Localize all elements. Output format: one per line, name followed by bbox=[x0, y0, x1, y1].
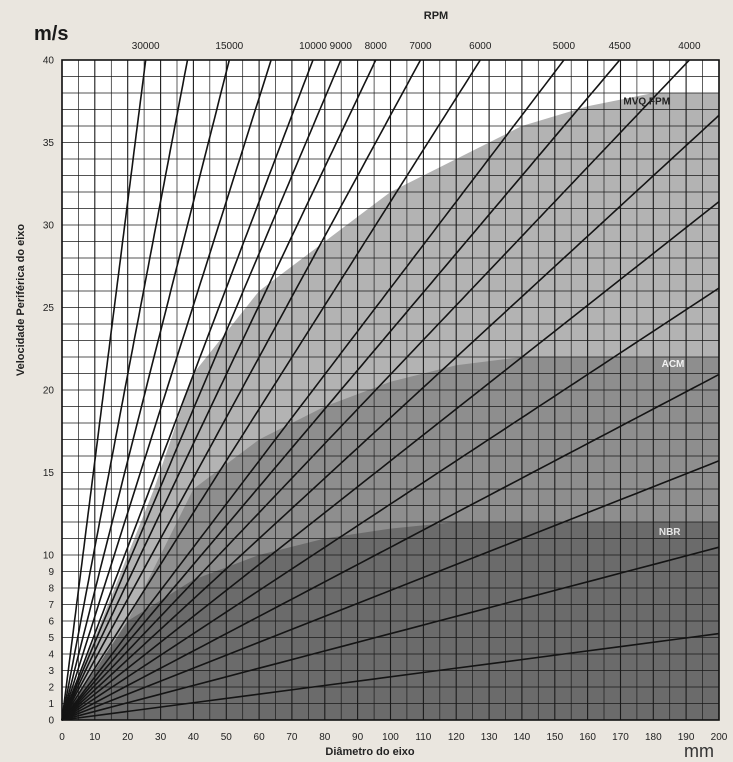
x-tick-label: 200 bbox=[711, 732, 728, 743]
x-tick-label: 60 bbox=[254, 732, 266, 743]
rpm-line-8 bbox=[61, 59, 481, 721]
rpm-label: 9000 bbox=[330, 41, 353, 52]
rpm-line-13 bbox=[61, 200, 720, 721]
y-unit-label: m/s bbox=[34, 23, 68, 45]
y-tick-label: 9 bbox=[48, 567, 54, 578]
x-tick-label: 110 bbox=[415, 732, 431, 743]
rpm-label: 10000 bbox=[299, 41, 327, 52]
x-tick-label: 130 bbox=[481, 732, 498, 743]
y-tick-label: 40 bbox=[43, 56, 55, 67]
rpm-label: 4000 bbox=[678, 41, 701, 52]
y-tick-label: 15 bbox=[43, 468, 55, 479]
y-tick-label: 3 bbox=[48, 666, 54, 677]
x-tick-label: 190 bbox=[678, 732, 695, 743]
rpm-lines-layer bbox=[61, 59, 720, 721]
rpm-line-5 bbox=[61, 59, 342, 721]
y-tick-label: 10 bbox=[43, 551, 55, 562]
rpm-line-9 bbox=[61, 59, 565, 721]
x-tick-label: 80 bbox=[319, 732, 331, 743]
y-tick-label: 20 bbox=[43, 386, 55, 397]
rpm-line-4 bbox=[61, 59, 314, 721]
rpm-line-0 bbox=[61, 59, 147, 721]
y-tick-label: 2 bbox=[48, 683, 54, 694]
rpm-label: 4500 bbox=[609, 41, 632, 52]
rpm-line-2 bbox=[61, 59, 231, 721]
rpm-line-17 bbox=[61, 546, 720, 721]
rpm-line-12 bbox=[61, 114, 720, 721]
rpm-label: 7000 bbox=[409, 41, 432, 52]
x-axis-title: Diâmetro do eixo bbox=[325, 746, 415, 758]
region-labels-layer: MVQ FPM ACM NBR bbox=[623, 97, 684, 539]
rpm-axis-title: RPM bbox=[424, 10, 448, 22]
x-tick-label: 120 bbox=[448, 732, 465, 743]
rpm-line-11 bbox=[61, 59, 690, 721]
x-tick-label: 10 bbox=[89, 732, 101, 743]
y-axis-title: Velocidade Periférica do eixo bbox=[15, 224, 27, 377]
rpm-label: 6000 bbox=[469, 41, 492, 52]
x-tick-label: 160 bbox=[579, 732, 596, 743]
ticks-layer: 0 10 20 30 40 50 60 70 80 90 100 110 120 130 140 150 160… bbox=[43, 56, 728, 744]
rpm-labels-layer: 30000 15000 10000 9000 8000 7000 6000 5000 4500 4… bbox=[132, 41, 701, 52]
grid-layer bbox=[61, 59, 720, 721]
rpm-line-7 bbox=[61, 59, 422, 721]
x-tick-label: 180 bbox=[645, 732, 662, 743]
y-tick-label: 35 bbox=[43, 138, 55, 149]
x-tick-label: 170 bbox=[612, 732, 629, 743]
rpm-line-1 bbox=[61, 59, 189, 721]
rpm-line-15 bbox=[61, 373, 720, 721]
rpm-line-14 bbox=[61, 287, 720, 721]
rpm-label: 5000 bbox=[553, 41, 576, 52]
rpm-label: 30000 bbox=[132, 41, 160, 52]
y-tick-label: 0 bbox=[48, 716, 54, 727]
y-tick-label: 30 bbox=[43, 221, 55, 232]
x-tick-label: 140 bbox=[514, 732, 531, 743]
rpm-label: 8000 bbox=[365, 41, 388, 52]
region-label-0: MVQ FPM bbox=[623, 97, 670, 108]
y-tick-label: 8 bbox=[48, 584, 54, 595]
rpm-line-18 bbox=[61, 632, 720, 721]
x-tick-label: 30 bbox=[155, 732, 167, 743]
x-tick-label: 150 bbox=[546, 732, 563, 743]
rpm-line-3 bbox=[61, 59, 272, 721]
x-tick-label: 20 bbox=[122, 732, 134, 743]
y-tick-label: 4 bbox=[48, 650, 54, 661]
x-tick-label: 70 bbox=[286, 732, 298, 743]
y-tick-label: 7 bbox=[48, 600, 54, 611]
x-tick-label: 100 bbox=[382, 732, 399, 743]
x-tick-label: 90 bbox=[352, 732, 364, 743]
x-tick-label: 50 bbox=[221, 732, 233, 743]
region-label-2: NBR bbox=[659, 527, 681, 538]
rpm-line-6 bbox=[61, 59, 377, 721]
rpm-label: 15000 bbox=[215, 41, 243, 52]
rpm-line-16 bbox=[61, 460, 720, 721]
y-tick-label: 6 bbox=[48, 617, 54, 628]
region-label-1: ACM bbox=[662, 359, 685, 370]
x-unit-label: mm bbox=[684, 741, 714, 761]
rpm-line-10 bbox=[61, 59, 621, 721]
plot-border bbox=[61, 59, 720, 721]
y-tick-label: 25 bbox=[43, 303, 55, 314]
x-tick-label: 0 bbox=[59, 732, 65, 743]
x-tick-label: 40 bbox=[188, 732, 200, 743]
y-tick-label: 1 bbox=[48, 699, 54, 710]
y-tick-label: 5 bbox=[48, 633, 54, 644]
